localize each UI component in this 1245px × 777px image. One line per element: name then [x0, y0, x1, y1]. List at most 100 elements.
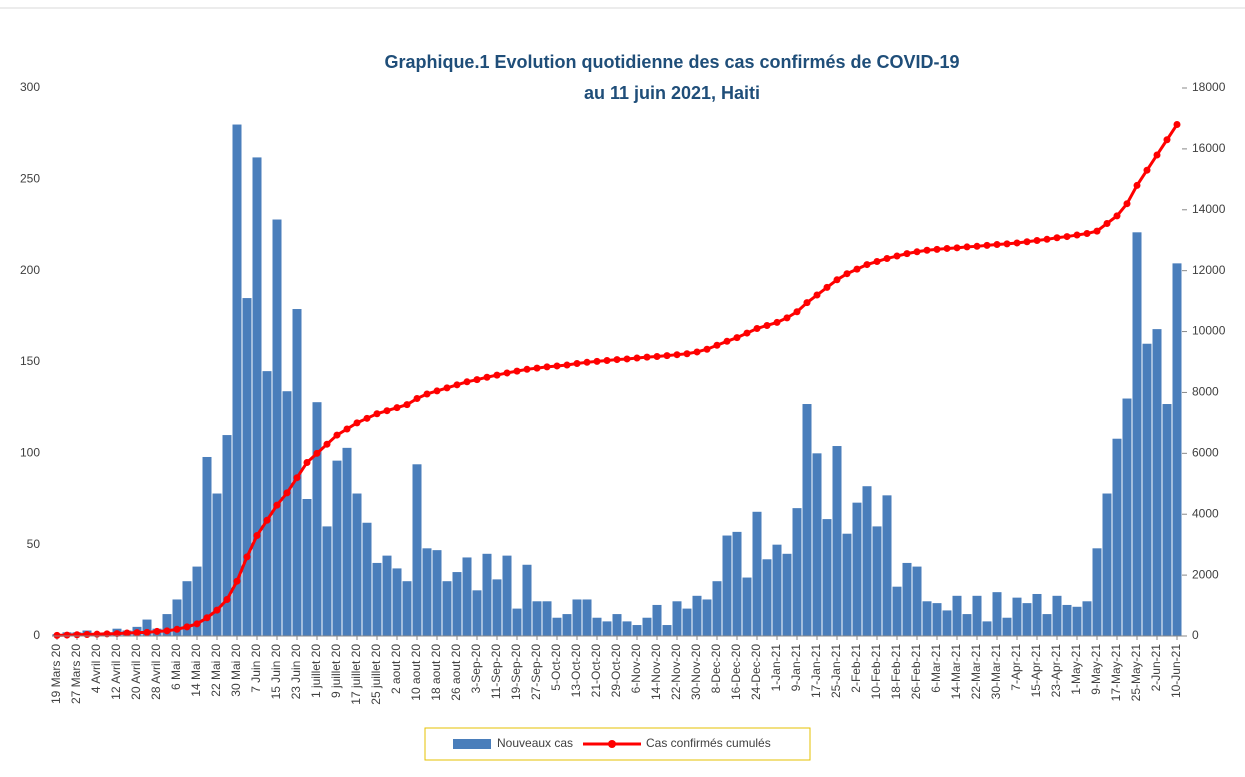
line-marker: [723, 337, 731, 345]
line-marker: [983, 241, 991, 249]
bar: [702, 599, 712, 636]
line-marker: [973, 242, 981, 250]
line-marker: [123, 629, 131, 637]
x-tick-label: 15-Apr-21: [1029, 644, 1043, 698]
line-marker: [1083, 230, 1091, 238]
bar: [582, 599, 592, 636]
y2-tick-label: 6000: [1192, 446, 1219, 460]
line-marker: [343, 425, 351, 433]
line-marker: [763, 321, 771, 329]
line-marker: [753, 325, 761, 333]
x-tick-label: 6-Nov-20: [629, 644, 643, 694]
bar: [252, 157, 262, 636]
bar: [1152, 329, 1162, 636]
bar: [382, 555, 392, 636]
bar: [792, 508, 802, 636]
line-marker: [703, 345, 711, 353]
bar: [312, 402, 322, 636]
bar: [522, 564, 532, 636]
x-tick-label: 1 juillet 20: [309, 644, 323, 698]
bar: [782, 553, 792, 636]
y2-tick-label: 2000: [1192, 567, 1219, 581]
line-marker: [473, 376, 481, 384]
line-marker: [873, 258, 881, 266]
x-tick-label: 6 Mai 20: [169, 644, 183, 690]
bar: [822, 519, 832, 636]
y2-tick-label: 4000: [1192, 506, 1219, 520]
bar: [842, 533, 852, 636]
bar: [992, 592, 1002, 636]
bar: [422, 548, 432, 636]
line-marker: [783, 314, 791, 322]
line-marker: [733, 334, 741, 342]
bar: [1142, 343, 1152, 636]
x-tick-label: 22-Mar-21: [969, 644, 983, 700]
x-tick-label: 3-Sep-20: [469, 644, 483, 694]
bar: [1052, 595, 1062, 636]
x-tick-label: 16-Dec-20: [729, 644, 743, 700]
x-tick-label: 28 Avril 20: [149, 644, 163, 700]
bar: [592, 617, 602, 636]
bar: [1162, 404, 1172, 636]
x-tick-label: 1-Jan-21: [769, 644, 783, 692]
line-marker: [243, 553, 251, 561]
x-tick-label: 19-Sep-20: [509, 644, 523, 700]
y2-tick-label: 12000: [1192, 263, 1226, 277]
x-tick-label: 10-Feb-21: [869, 644, 883, 700]
bar: [672, 601, 682, 636]
bar: [692, 595, 702, 636]
line-marker: [1023, 238, 1031, 246]
legend-label: Cas confirmés cumulés: [646, 736, 771, 750]
line-marker: [623, 355, 631, 363]
x-tick-label: 30-Nov-20: [689, 644, 703, 700]
bar: [212, 493, 222, 636]
x-tick-label: 29-Oct-20: [609, 644, 623, 698]
x-tick-label: 27 Mars 20: [69, 644, 83, 704]
bar: [352, 493, 362, 636]
x-tick-label: 9-Jan-21: [789, 644, 803, 692]
y2-tick-label: 16000: [1192, 141, 1226, 155]
line-marker: [173, 625, 181, 633]
x-tick-label: 8-Dec-20: [709, 644, 723, 694]
bar: [462, 557, 472, 636]
x-tick-label: 13-Oct-20: [569, 644, 583, 698]
y2-tick-label: 8000: [1192, 385, 1219, 399]
bar: [1092, 548, 1102, 636]
line-marker: [743, 329, 751, 337]
line-marker: [63, 631, 71, 639]
bar: [172, 599, 182, 636]
x-tick-label: 15 Juin 20: [269, 644, 283, 700]
line-marker: [523, 365, 531, 373]
line-marker: [353, 419, 361, 427]
line-marker: [1033, 237, 1041, 245]
line-marker: [963, 243, 971, 251]
line-marker: [333, 431, 341, 439]
line-marker: [143, 628, 151, 636]
bar: [492, 579, 502, 636]
x-tick-label: 18-Feb-21: [889, 644, 903, 700]
bar: [1112, 438, 1122, 636]
bar: [1172, 263, 1182, 636]
bar: [1082, 601, 1092, 636]
x-tick-label: 25-Jan-21: [829, 644, 843, 698]
line-marker: [1153, 151, 1161, 159]
y2-tick-label: 18000: [1192, 80, 1226, 94]
bar: [832, 446, 842, 636]
bar: [372, 562, 382, 636]
bar: [892, 586, 902, 636]
x-tick-label: 7-Apr-21: [1009, 644, 1023, 691]
x-tick-label: 4 Avril 20: [89, 644, 103, 693]
bar: [532, 601, 542, 636]
line-marker: [233, 577, 241, 585]
line-marker: [1013, 239, 1021, 247]
line-marker: [813, 291, 821, 299]
bar: [732, 531, 742, 636]
line-marker: [293, 474, 301, 482]
line-marker: [1063, 233, 1071, 241]
line-marker: [403, 401, 411, 409]
line-marker: [533, 364, 541, 372]
line-marker: [203, 614, 211, 622]
bar: [852, 502, 862, 636]
